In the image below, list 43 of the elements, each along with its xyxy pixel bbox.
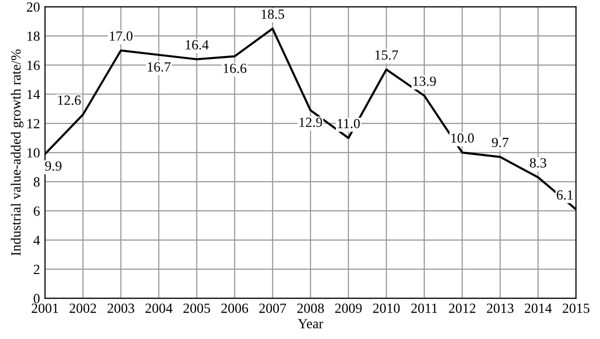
y-tick-label: 10 (27, 148, 40, 158)
x-tick-label: 2015 (562, 304, 590, 313)
data-label: 10.0 (451, 133, 474, 143)
data-label: 12.6 (58, 96, 81, 105)
data-label: 9.7 (492, 138, 508, 148)
x-tick-label: 2007 (259, 304, 286, 313)
x-tick-label: 2009 (335, 304, 362, 313)
data-label: 12.9 (300, 118, 322, 128)
x-tick-label: 2005 (183, 304, 210, 313)
y-tick-label: 2 (34, 264, 40, 274)
y-tick-label: 6 (34, 206, 40, 216)
y-axis-title: Industrial value-added growth rate/% (10, 49, 24, 256)
x-tick-label: 2003 (108, 304, 134, 313)
y-tick-label: 8 (34, 177, 40, 187)
x-tick-label: 2011 (411, 304, 438, 313)
y-tick-label: 18 (27, 32, 40, 41)
x-tick-label: 2013 (486, 304, 514, 313)
x-axis-title: Year (298, 319, 324, 328)
y-tick-label: 12 (27, 119, 40, 128)
y-tick-label: 4 (33, 236, 40, 245)
data-label: 13.9 (413, 76, 436, 86)
data-label: 15.7 (375, 50, 398, 60)
data-label: 6.1 (556, 190, 573, 200)
x-tick-label: 2006 (221, 304, 248, 313)
data-label: 16.4 (186, 40, 209, 50)
x-tick-label: 2004 (146, 304, 172, 313)
x-tick-label: 2002 (70, 304, 96, 313)
data-label: 9.9 (45, 161, 62, 171)
x-tick-label: 2012 (448, 304, 476, 313)
data-label: 17.0 (110, 31, 132, 41)
data-label: 8.3 (530, 158, 546, 168)
data-label: 11.0 (338, 118, 360, 128)
y-tick-label: 20 (26, 2, 40, 12)
data-label: 16.6 (224, 64, 246, 74)
y-tick-label: 16 (27, 60, 40, 70)
x-tick-label: 2008 (297, 304, 324, 313)
x-tick-label: 2001 (32, 304, 58, 313)
x-tick-label: 2014 (524, 304, 552, 313)
y-tick-label: 0 (34, 294, 40, 304)
data-label: 18.5 (262, 10, 284, 19)
y-tick-label: 14 (27, 90, 40, 100)
data-label: 16.7 (148, 62, 171, 72)
x-tick-label: 2010 (373, 304, 400, 313)
